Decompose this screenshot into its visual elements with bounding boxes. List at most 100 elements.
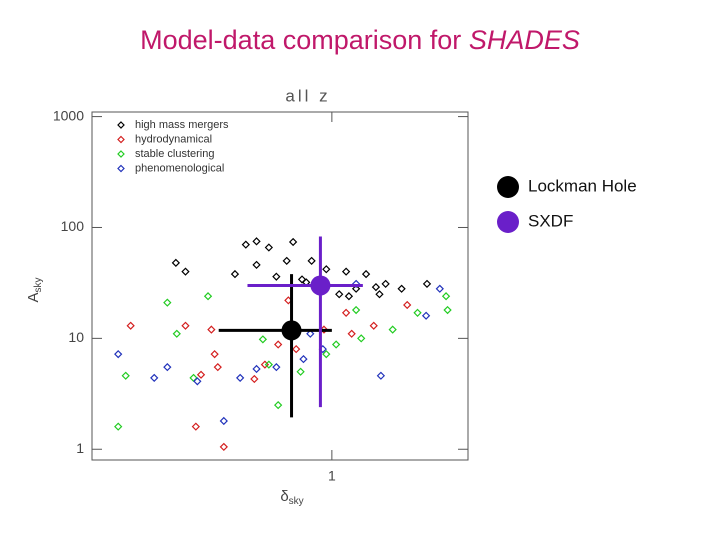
y-tick-label: 100	[61, 218, 85, 234]
legend-marker	[497, 176, 519, 198]
plot-frame	[91, 111, 469, 461]
scatter-point	[422, 279, 432, 289]
scatter-point	[341, 267, 351, 276]
scatter-point	[441, 292, 451, 301]
scatter-point	[351, 279, 361, 289]
scatter-point	[114, 350, 123, 359]
scatter-point	[272, 363, 281, 372]
scatter-point	[357, 334, 366, 343]
scatter-point	[181, 267, 190, 276]
scatter-point	[264, 360, 274, 369]
scatter-point	[413, 308, 422, 317]
scatter-point	[369, 321, 378, 330]
scatter-point	[236, 373, 245, 383]
scatter-point	[207, 325, 216, 334]
legend-marker	[117, 121, 125, 129]
scatter-point	[306, 329, 315, 338]
scatter-point	[347, 329, 356, 338]
scatter-point	[196, 370, 206, 379]
scatter-point	[435, 284, 444, 293]
scatter-point	[403, 300, 412, 310]
y-tick-label: 1000	[53, 107, 84, 123]
x-axis-label: δsky	[280, 488, 303, 507]
legend-marker	[497, 211, 519, 233]
y-tick-label: 1	[76, 440, 84, 456]
scatter-point	[150, 373, 159, 383]
scatter-point	[219, 416, 228, 426]
scatter-point	[376, 371, 386, 380]
scatter-point	[203, 292, 213, 301]
scatter-point	[230, 269, 240, 279]
scatter-point	[252, 364, 261, 374]
title-main: Model-data comparison for	[140, 25, 461, 55]
slide-title: Model-data comparison for SHADES	[140, 25, 580, 55]
scatter-point	[421, 311, 431, 320]
scatter-point	[171, 258, 181, 267]
legend-label: phenomenological	[135, 162, 224, 174]
scatter-point	[443, 305, 452, 315]
measurement-point	[281, 320, 302, 341]
scatter-point	[219, 442, 228, 452]
scatter-point	[126, 321, 135, 330]
y-axis-label: Asky	[25, 277, 44, 302]
scatter-point	[292, 344, 301, 354]
y-tick-label: 10	[68, 329, 84, 345]
scatter-point	[241, 240, 250, 249]
scatter-point	[397, 284, 406, 293]
scatter-point	[273, 400, 283, 410]
scatter-point	[351, 284, 361, 293]
scatter-point	[272, 272, 281, 281]
scatter-point	[331, 340, 341, 349]
scatter-point	[264, 243, 274, 252]
scatter-point	[252, 260, 261, 270]
scatter-point	[322, 350, 331, 359]
legend-label: high mass mergers	[135, 119, 229, 131]
scatter-point	[371, 282, 381, 292]
legend-label: SXDF	[528, 211, 573, 230]
legend-marker	[117, 135, 125, 144]
scatter-point	[210, 350, 219, 359]
y-label-sub: sky	[33, 277, 44, 292]
legend-label: stable clustering	[135, 148, 215, 160]
scatter-point	[335, 290, 344, 299]
scatter-point	[163, 298, 172, 307]
scatter-point	[181, 321, 190, 330]
scatter-point	[296, 367, 305, 376]
scatter-point	[344, 292, 354, 301]
scatter-point	[273, 340, 283, 349]
scatter-point	[250, 374, 259, 384]
scatter-point	[322, 265, 331, 274]
title-emphasis: SHADES	[469, 25, 580, 55]
scatter-point	[282, 256, 291, 266]
x-tick-label: 1	[328, 468, 336, 484]
scatter-point	[341, 308, 351, 317]
measurement-point	[310, 275, 331, 296]
scatter-point	[191, 422, 200, 431]
scatter-point	[375, 290, 384, 299]
scatter-point	[381, 279, 390, 289]
legend-label: Lockman Hole	[528, 176, 637, 195]
scatter-point	[213, 363, 222, 372]
legend-marker	[117, 164, 125, 173]
scatter-point	[297, 275, 307, 284]
x-label-main: δ	[280, 488, 288, 505]
scatter-point	[288, 237, 298, 247]
scatter-point	[258, 335, 268, 344]
y-label-main: A	[25, 292, 42, 302]
x-label-sub: sky	[289, 496, 304, 507]
scatter-point	[172, 329, 181, 338]
scatter-point	[388, 325, 397, 334]
scatter-point	[121, 371, 130, 380]
scatter-point	[351, 305, 361, 315]
plot-subtitle: all z	[285, 86, 330, 105]
scatter-point	[163, 363, 172, 372]
scatter-point	[299, 354, 308, 364]
scatter-point	[114, 422, 123, 431]
scatter-point	[361, 269, 371, 279]
scatter-point	[252, 237, 261, 246]
legend-label: hydrodynamical	[135, 133, 212, 145]
legend-marker	[117, 150, 125, 158]
scatter-point	[193, 377, 202, 386]
scatter-point	[307, 256, 316, 266]
